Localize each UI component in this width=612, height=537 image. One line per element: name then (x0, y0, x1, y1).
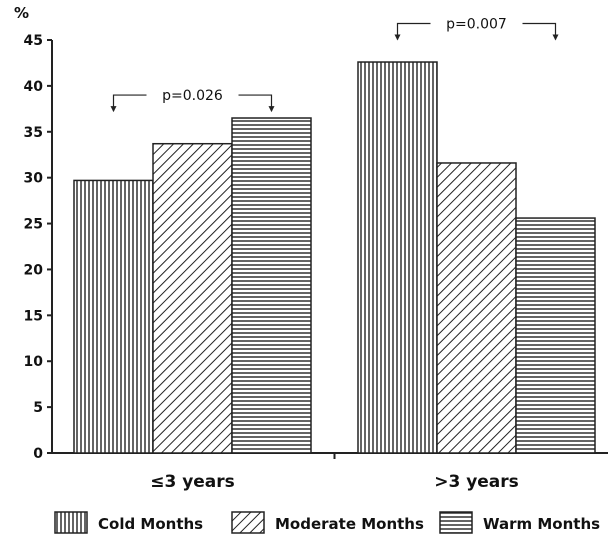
y-tick-label: 15 (24, 308, 43, 324)
y-tick-label: 5 (33, 400, 43, 416)
bar-warm-months (231, 117, 312, 454)
x-axis: ≤3 years >3 years (52, 452, 608, 492)
y-tick-label: 30 (24, 171, 44, 187)
arrow-head (552, 34, 559, 41)
legend-swatch (54, 511, 88, 534)
bar-cold-months (357, 61, 438, 454)
legend-swatch (231, 511, 265, 534)
significance-bracket (396, 22, 557, 40)
y-tick-label: 45 (24, 33, 43, 49)
y-unit-label: % (14, 4, 29, 22)
significance-bracket (112, 94, 273, 112)
y-tick-label: 0 (33, 446, 43, 462)
bars (73, 61, 596, 454)
y-tick-label: 25 (24, 217, 43, 233)
p-value-label: p=0.026 (162, 88, 223, 104)
y-tick-label: 35 (24, 125, 43, 141)
y-tick-label: 40 (24, 79, 44, 95)
bar-cold-months (73, 179, 154, 454)
y-axis: 0 5 10 15 20 25 30 35 40 45 (24, 33, 53, 462)
p-value-label: p=0.007 (446, 16, 507, 32)
arrow-head (394, 34, 401, 41)
arrow-head (268, 106, 275, 113)
y-tick-label: 20 (24, 262, 44, 278)
legend-label: Cold Months (98, 515, 203, 533)
x-category-label: >3 years (434, 472, 519, 492)
bar-moderate-months (152, 142, 233, 454)
arrow-head (110, 106, 117, 113)
legend-label: Warm Months (483, 515, 600, 533)
bar-moderate-months (436, 162, 517, 454)
annotations: p=0.026 p=0.007 (110, 16, 559, 113)
legend: Cold Months Moderate Months Warm Months (54, 511, 600, 534)
legend-label: Moderate Months (275, 515, 424, 533)
bar-warm-months (515, 217, 596, 454)
y-tick-label: 10 (24, 354, 44, 370)
legend-swatch (439, 511, 473, 534)
x-category-label: ≤3 years (150, 472, 235, 492)
